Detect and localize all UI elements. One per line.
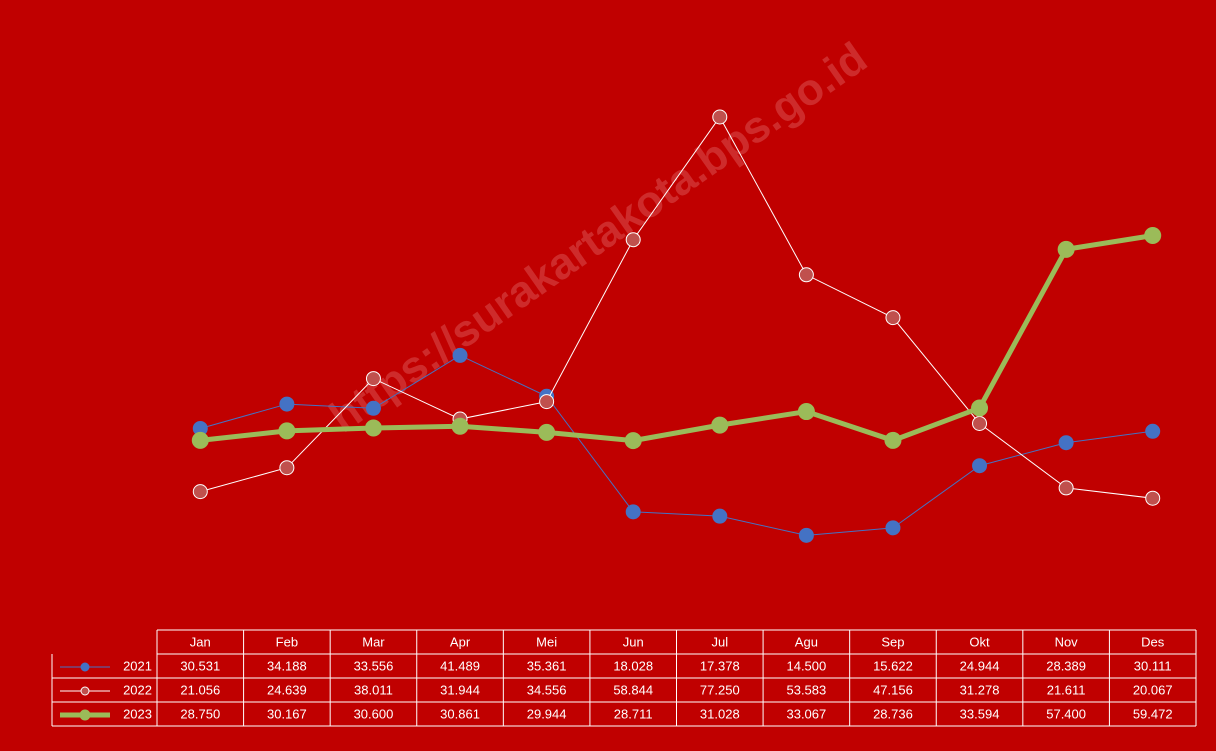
marker	[625, 232, 641, 248]
column-header: Apr	[450, 634, 471, 649]
column-header: Mar	[362, 634, 385, 649]
table-cell: 53.583	[786, 682, 826, 697]
marker	[624, 432, 642, 450]
legend-label: 2021	[123, 658, 152, 673]
legend-marker	[80, 662, 90, 672]
table-cell: 38.011	[354, 682, 393, 697]
column-header: Feb	[276, 634, 298, 649]
column-header: Des	[1141, 634, 1165, 649]
table-cell: 57.400	[1046, 706, 1086, 721]
table-cell: 20.067	[1133, 682, 1173, 697]
table-cell: 30.861	[440, 706, 480, 721]
table-cell: 30.111	[1134, 658, 1172, 673]
marker	[1144, 227, 1162, 245]
table-cell: 28.736	[873, 706, 913, 721]
marker	[1057, 240, 1075, 258]
table-cell: 14.500	[786, 658, 826, 673]
table-cell: 33.594	[960, 706, 1000, 721]
table-cell: 28.711	[614, 706, 653, 721]
table-cell: 34.188	[267, 658, 307, 673]
table-cell: 47.156	[873, 682, 913, 697]
table-cell: 28.389	[1046, 658, 1086, 673]
table-cell: 41.489	[440, 658, 480, 673]
series-line	[200, 354, 1153, 536]
marker	[539, 394, 555, 410]
table-cell: 31.028	[700, 706, 740, 721]
marker	[538, 423, 556, 441]
marker	[191, 431, 209, 449]
marker	[452, 347, 468, 363]
legend-label: 2023	[123, 706, 152, 721]
marker	[797, 403, 815, 421]
marker	[625, 504, 641, 520]
marker	[711, 416, 729, 434]
table-cell: 21.056	[180, 682, 220, 697]
column-header: Agu	[795, 634, 818, 649]
table-cell: 30.167	[267, 706, 307, 721]
legend-marker	[80, 686, 90, 696]
column-header: Jun	[623, 634, 644, 649]
column-header: Jan	[190, 634, 211, 649]
legend-marker	[79, 709, 91, 721]
column-header: Sep	[881, 634, 904, 649]
marker	[884, 431, 902, 449]
column-header: Mei	[536, 634, 557, 649]
table-cell: 33.067	[786, 706, 826, 721]
table-cell: 24.639	[267, 682, 307, 697]
marker	[712, 508, 728, 524]
marker	[278, 422, 296, 440]
table-cell: 29.944	[527, 706, 567, 721]
series-line	[200, 116, 1153, 499]
table-cell: 30.600	[354, 706, 394, 721]
table-cell: 59.472	[1133, 706, 1173, 721]
table-cell: 58.844	[613, 682, 653, 697]
marker	[1145, 490, 1161, 506]
marker	[798, 267, 814, 283]
table-cell: 31.944	[440, 682, 480, 697]
table-cell: 24.944	[960, 658, 1000, 673]
column-header: Nov	[1055, 634, 1079, 649]
table-cell: 30.531	[180, 658, 220, 673]
marker	[1058, 480, 1074, 496]
marker	[279, 460, 295, 476]
table-cell: 33.556	[354, 658, 394, 673]
marker	[279, 396, 295, 412]
table-cell: 35.361	[527, 658, 567, 673]
marker	[364, 419, 382, 437]
marker	[1058, 435, 1074, 451]
marker	[365, 371, 381, 387]
marker	[1145, 423, 1161, 439]
legend-label: 2022	[123, 682, 152, 697]
series-line	[200, 233, 1154, 444]
table-cell: 17.378	[700, 658, 740, 673]
table-cell: 18.028	[613, 658, 653, 673]
column-header: Jul	[711, 634, 728, 649]
marker	[451, 417, 469, 435]
marker	[365, 400, 381, 416]
marker	[972, 415, 988, 431]
column-header: Okt	[969, 634, 990, 649]
table-cell: 31.278	[960, 682, 1000, 697]
table-cell: 15.622	[873, 658, 913, 673]
marker	[712, 109, 728, 125]
table-cell: 21.611	[1047, 682, 1086, 697]
table-cell: 34.556	[527, 682, 567, 697]
marker	[971, 399, 989, 417]
table-cell: 28.750	[180, 706, 220, 721]
marker	[972, 458, 988, 474]
table-cell: 77.250	[700, 682, 740, 697]
marker	[798, 527, 814, 543]
marker	[192, 484, 208, 500]
marker	[885, 310, 901, 326]
marker	[885, 520, 901, 536]
